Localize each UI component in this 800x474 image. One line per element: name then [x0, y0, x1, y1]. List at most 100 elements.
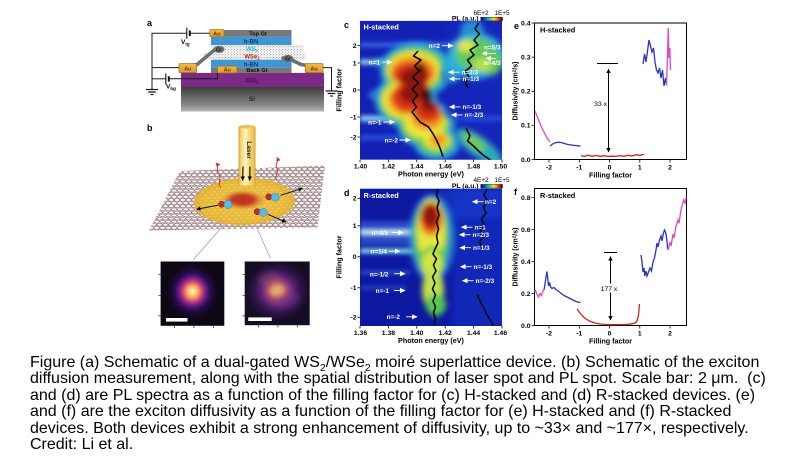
svg-text:h-BN: h-BN	[244, 62, 258, 68]
svg-text:1: 1	[638, 165, 642, 172]
svg-text:0.2: 0.2	[521, 89, 531, 96]
svg-text:R-stacked: R-stacked	[364, 191, 400, 200]
svg-text:Vtg: Vtg	[181, 39, 190, 47]
svg-text:-2: -2	[546, 165, 552, 172]
svg-text:1.36: 1.36	[354, 330, 367, 337]
svg-text:1.48: 1.48	[467, 164, 480, 171]
svg-text:n=1: n=1	[475, 225, 487, 232]
svg-text:H-stacked: H-stacked	[540, 26, 576, 35]
svg-text:d: d	[344, 188, 350, 198]
svg-text:Au: Au	[224, 68, 231, 74]
svg-text:-1: -1	[350, 114, 356, 121]
svg-text:R-stacked: R-stacked	[540, 191, 576, 200]
svg-text:33 x: 33 x	[594, 101, 607, 108]
svg-text:Diffusivity (cm2/s): Diffusivity (cm2/s)	[511, 62, 519, 121]
svg-text:-1: -1	[350, 285, 356, 292]
svg-text:6E+2: 6E+2	[473, 10, 489, 17]
svg-text:n=-1/3: n=-1/3	[463, 104, 482, 111]
svg-text:Back Gt: Back Gt	[246, 68, 267, 74]
svg-text:e: e	[514, 21, 519, 31]
svg-text:0: 0	[608, 165, 612, 172]
svg-text:1: 1	[638, 331, 642, 338]
svg-text:Gr: Gr	[285, 57, 291, 63]
svg-text:b: b	[147, 123, 153, 133]
svg-text:-2: -2	[350, 134, 356, 141]
svg-text:-1: -1	[576, 331, 582, 338]
svg-text:n=5/3: n=5/3	[484, 44, 501, 51]
svg-text:SiO2: SiO2	[245, 78, 259, 85]
svg-text:0.8: 0.8	[521, 195, 531, 202]
svg-text:Top Gt: Top Gt	[249, 32, 267, 38]
svg-text:n=-2/3: n=-2/3	[476, 278, 495, 285]
svg-text:2: 2	[668, 331, 672, 338]
svg-text:n=-2: n=-2	[387, 314, 401, 321]
svg-text:0.0: 0.0	[521, 323, 531, 330]
svg-text:Au: Au	[213, 31, 220, 37]
svg-text:n=4/5: n=4/5	[371, 230, 388, 237]
svg-text:0.4: 0.4	[521, 259, 531, 266]
svg-text:0: 0	[353, 254, 357, 261]
svg-text:n=4/3: n=4/3	[484, 60, 501, 67]
svg-text:1.50: 1.50	[494, 164, 507, 171]
svg-text:1.44: 1.44	[410, 164, 423, 171]
svg-text:Filling factor: Filling factor	[335, 68, 344, 111]
svg-text:Laser: Laser	[245, 141, 252, 159]
svg-text:0: 0	[353, 87, 357, 94]
svg-text:Photon energy (eV): Photon energy (eV)	[398, 170, 464, 179]
svg-text:Photon energy (eV): Photon energy (eV)	[398, 336, 464, 345]
svg-text:n=-1/2: n=-1/2	[370, 271, 389, 278]
svg-text:n=1/3: n=1/3	[473, 245, 490, 252]
svg-text:Au: Au	[184, 66, 191, 72]
svg-text:0.0: 0.0	[521, 157, 531, 164]
svg-text:177 x: 177 x	[601, 286, 618, 293]
svg-text:1E+5: 1E+5	[494, 10, 510, 17]
svg-text:1: 1	[353, 60, 357, 67]
svg-text:Filling factor: Filling factor	[335, 235, 344, 278]
svg-text:0.3: 0.3	[521, 54, 531, 61]
svg-text:-2: -2	[350, 315, 356, 322]
svg-text:0.4: 0.4	[521, 20, 531, 27]
svg-text:2: 2	[353, 43, 357, 50]
svg-text:n=2/3: n=2/3	[462, 69, 479, 76]
svg-text:n=-2: n=-2	[385, 137, 399, 144]
svg-text:0.6: 0.6	[521, 227, 531, 234]
svg-text:f: f	[514, 187, 518, 197]
svg-text:H-stacked: H-stacked	[364, 23, 400, 32]
svg-text:1.46: 1.46	[494, 330, 507, 337]
svg-text:-1: -1	[576, 165, 582, 172]
svg-text:1.40: 1.40	[354, 164, 367, 171]
svg-text:n=2: n=2	[485, 199, 497, 206]
svg-text:n=1/4: n=1/4	[370, 249, 387, 256]
svg-text:1.38: 1.38	[382, 330, 395, 337]
svg-text:4E+2: 4E+2	[473, 177, 489, 184]
svg-text:c: c	[344, 20, 349, 30]
svg-text:Filling factor: Filling factor	[589, 171, 632, 180]
svg-text:a: a	[147, 18, 153, 28]
svg-text:1: 1	[353, 223, 357, 230]
svg-text:1.40: 1.40	[410, 330, 423, 337]
svg-text:n=-1: n=-1	[376, 288, 390, 295]
svg-text:0.1: 0.1	[521, 123, 531, 130]
svg-text:WSe2: WSe2	[244, 55, 260, 61]
svg-text:1.42: 1.42	[382, 164, 395, 171]
svg-text:1.42: 1.42	[439, 330, 452, 337]
svg-text:Au: Au	[311, 66, 318, 72]
svg-text:Filling factor: Filling factor	[589, 337, 632, 346]
svg-text:2: 2	[668, 165, 672, 172]
svg-text:1.46: 1.46	[439, 164, 452, 171]
svg-text:1.44: 1.44	[467, 330, 480, 337]
svg-text:n=1/3: n=1/3	[463, 76, 480, 83]
svg-text:n=-1: n=-1	[368, 119, 382, 126]
svg-text:Si: Si	[249, 96, 255, 103]
svg-text:Diffusivity (cm2/s): Diffusivity (cm2/s)	[511, 228, 519, 287]
svg-text:-2: -2	[546, 331, 552, 338]
svg-text:Vbg: Vbg	[166, 84, 176, 92]
svg-text:n=-1/3: n=-1/3	[474, 264, 493, 271]
svg-text:n=-2/3: n=-2/3	[465, 112, 484, 119]
svg-text:Gr: Gr	[216, 48, 222, 54]
svg-text:PL (a.u.): PL (a.u.)	[452, 16, 479, 23]
svg-text:n=2: n=2	[429, 43, 441, 50]
svg-text:PL (a.u.): PL (a.u.)	[452, 183, 479, 190]
svg-text:0.2: 0.2	[521, 291, 531, 298]
svg-text:n=1: n=1	[369, 59, 381, 66]
